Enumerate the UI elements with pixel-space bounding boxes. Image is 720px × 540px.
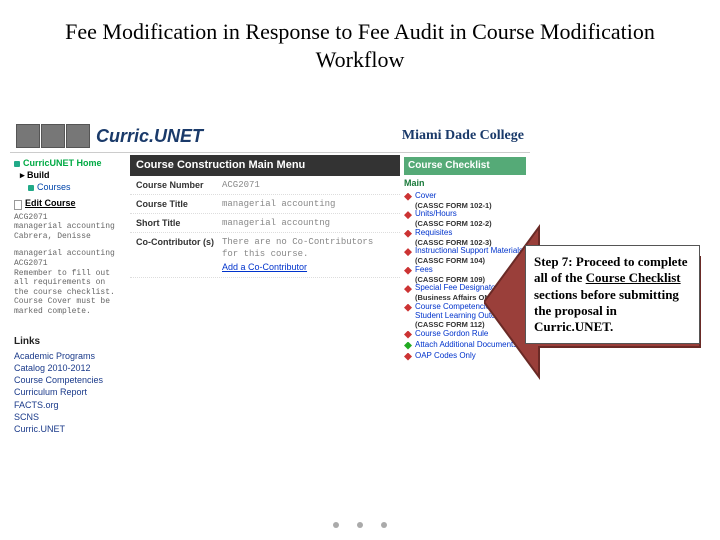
- pending-icon: [404, 230, 412, 238]
- link-item[interactable]: FACTS.org: [14, 399, 126, 411]
- pending-icon: [404, 211, 412, 219]
- checklist-item-label: Cover: [415, 191, 436, 200]
- checklist-heading: Course Checklist: [404, 157, 526, 175]
- field-label: Course Title: [136, 198, 222, 210]
- left-sidebar: CurricUNET Home ▸ Build Courses Edit Cou…: [10, 155, 130, 437]
- course-info-2: managerial accounting ACG2071 Remember t…: [14, 249, 126, 316]
- edit-course-heading: Edit Course: [14, 197, 126, 209]
- link-item[interactable]: SCNS: [14, 411, 126, 423]
- add-contributor-link[interactable]: Add a Co-Contributor: [222, 262, 307, 272]
- field-row: Course NumberACG2071: [130, 176, 400, 195]
- checklist-item-label: Requisites: [415, 228, 452, 237]
- step-callout: Step 7: Proceed to complete all of the C…: [525, 245, 700, 344]
- field-row: Short Titlemanagerial accountng: [130, 214, 400, 233]
- field-label: Co-Contributor (s): [136, 236, 222, 273]
- nav-home[interactable]: CurricUNET Home: [14, 157, 126, 169]
- curricunet-screenshot: Curric.UNET Miami Dade College CurricUNE…: [10, 120, 530, 437]
- field-row: Course Titlemanagerial accounting: [130, 195, 400, 214]
- field-value: ACG2071: [222, 179, 394, 191]
- pending-icon: [404, 304, 412, 312]
- link-item[interactable]: Course Competencies: [14, 374, 126, 386]
- logo-text: Curric.UNET: [96, 126, 203, 147]
- pending-icon: [404, 248, 412, 256]
- checklist-item[interactable]: Cover: [404, 191, 526, 201]
- field-label: Short Title: [136, 217, 222, 229]
- callout-text: Step 7: Proceed to complete all of the C…: [525, 245, 700, 344]
- pending-icon: [404, 267, 412, 275]
- field-row: Co-Contributor (s)There are no Co-Contri…: [130, 233, 400, 277]
- link-item[interactable]: Curriculum Report: [14, 386, 126, 398]
- course-info-1: ACG2071 managerial accounting Cabrera, D…: [14, 213, 126, 242]
- field-value: managerial accounting: [222, 198, 394, 210]
- field-label: Course Number: [136, 179, 222, 191]
- pending-icon: [404, 285, 412, 293]
- links-heading: Links: [14, 335, 126, 349]
- nav-build[interactable]: ▸ Build: [20, 169, 126, 181]
- slide-title: Fee Modification in Response to Fee Audi…: [0, 0, 720, 83]
- slide-pagination-dots: [333, 522, 387, 528]
- checklist-item-label: Course Gordon Rule: [415, 329, 488, 338]
- checklist-item-label: Units/Hours: [415, 209, 457, 218]
- checklist-main-label: Main: [404, 177, 526, 189]
- checklist-item-label: OAP Codes Only: [415, 351, 476, 360]
- main-content: Course Construction Main Menu Course Num…: [130, 155, 400, 437]
- pending-icon: [404, 353, 412, 361]
- pending-icon: [404, 193, 412, 201]
- field-value: There are no Co-Contributors for this co…: [222, 236, 394, 273]
- link-item[interactable]: Academic Programs: [14, 350, 126, 362]
- checklist-item-label: Fees: [415, 265, 433, 274]
- college-name: Miami Dade College: [402, 129, 524, 144]
- check-icon: [404, 342, 412, 350]
- nav-courses[interactable]: Courses: [28, 181, 126, 193]
- links-list: Academic ProgramsCatalog 2010-2012Course…: [14, 350, 126, 435]
- main-menu-heading: Course Construction Main Menu: [130, 155, 400, 176]
- link-item[interactable]: Curric.UNET: [14, 423, 126, 435]
- app-header: Curric.UNET Miami Dade College: [10, 120, 530, 153]
- curricunet-logo: Curric.UNET: [16, 124, 203, 148]
- logo-graphic: [16, 124, 90, 148]
- pending-icon: [404, 331, 412, 339]
- link-item[interactable]: Catalog 2010-2012: [14, 362, 126, 374]
- field-value: managerial accountng: [222, 217, 394, 229]
